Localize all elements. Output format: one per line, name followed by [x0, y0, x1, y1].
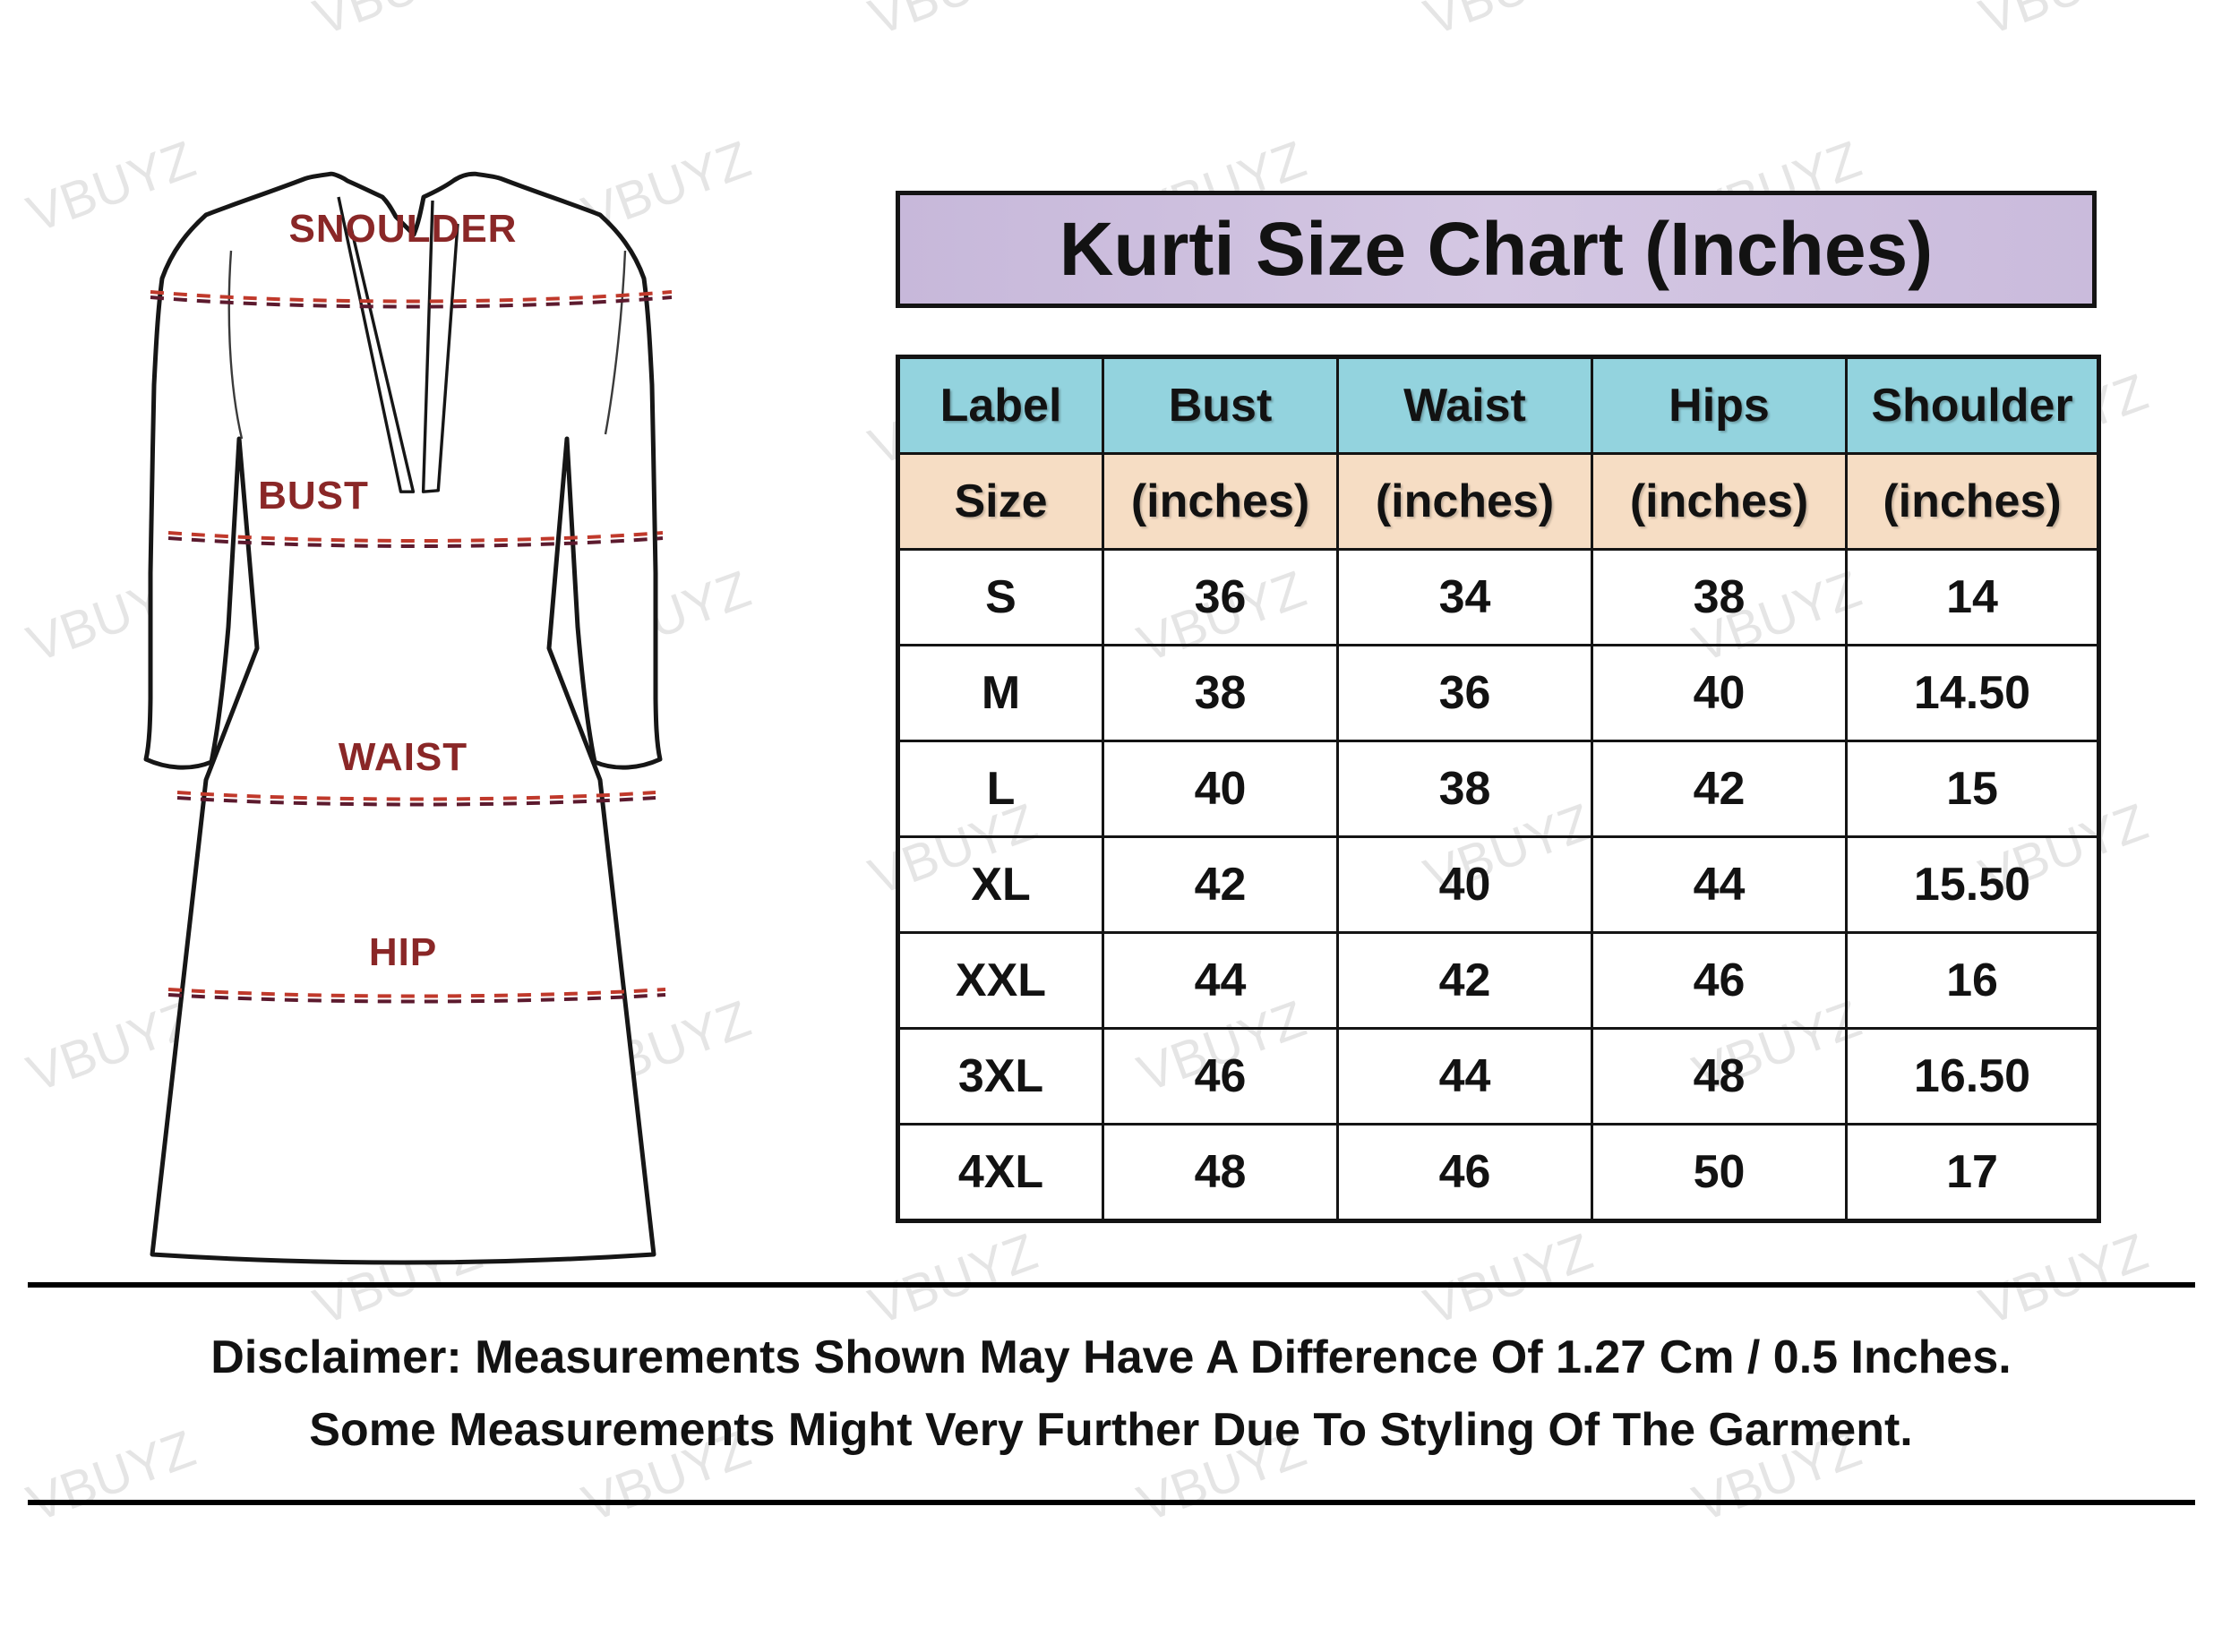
svg-text:HIP: HIP [369, 930, 437, 974]
svg-text:SNOULDER: SNOULDER [289, 207, 518, 251]
svg-text:BUST: BUST [258, 474, 369, 518]
svg-text:WAIST: WAIST [339, 735, 468, 779]
